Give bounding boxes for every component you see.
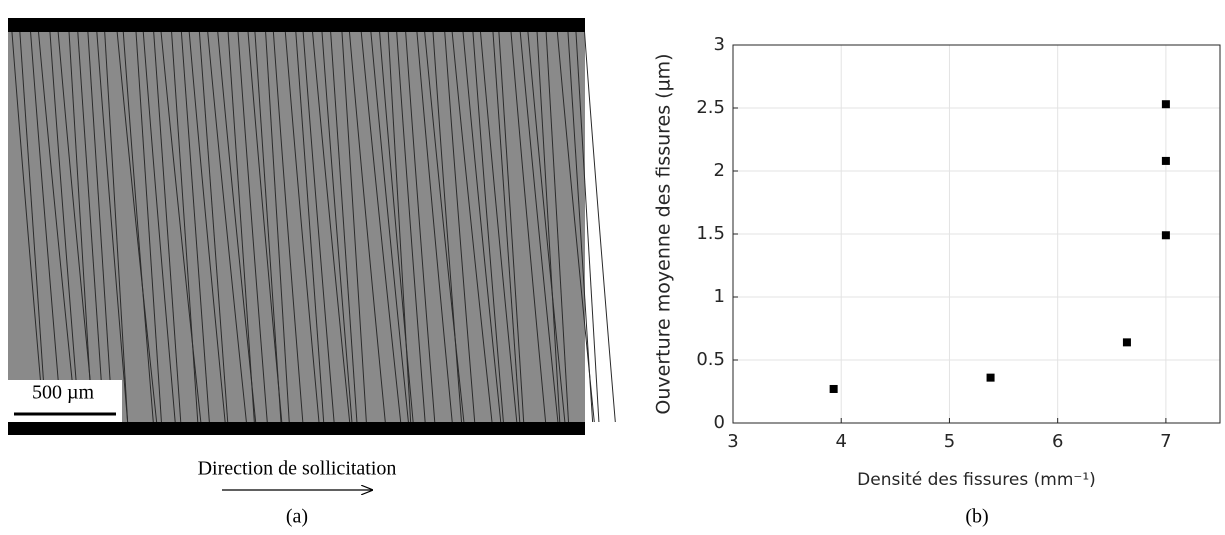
x-tick-label: 7 [1160, 431, 1171, 452]
plot-frame [732, 44, 1221, 424]
y-tick-label: 2.5 [696, 97, 725, 118]
direction-label: Direction de sollicitation [198, 458, 397, 480]
micrograph [8, 18, 616, 435]
point [1161, 156, 1170, 165]
crack [188, 31, 226, 423]
crack [104, 31, 129, 423]
crack [122, 31, 154, 423]
crack [510, 31, 547, 423]
crack [567, 31, 594, 423]
crack [536, 31, 561, 423]
crack [198, 31, 229, 423]
crack [87, 31, 114, 423]
crack [432, 31, 463, 423]
crack [96, 31, 129, 423]
crack [330, 31, 358, 423]
crack [424, 31, 465, 423]
crack [472, 31, 504, 423]
crack [387, 31, 412, 423]
point [1122, 338, 1131, 347]
chart: 0 0.5 1 1.5 2 2.5 3 3 4 5 6 7 Densité des fissures (… [653, 34, 1221, 490]
crack [11, 31, 45, 423]
crack [160, 31, 202, 423]
crack [68, 31, 93, 423]
crack [584, 31, 616, 423]
crack [207, 31, 247, 423]
caption-a: (a) [286, 506, 308, 528]
caption-b: (b) [965, 506, 988, 528]
point [986, 373, 995, 382]
crack [295, 31, 325, 423]
crack [116, 31, 158, 423]
y-tick-label: 0.5 [696, 349, 725, 370]
y-tick-label: 0 [714, 412, 725, 433]
crack [321, 31, 353, 423]
crack [302, 31, 335, 423]
y-tick-label: 1.5 [696, 223, 725, 244]
crack [498, 31, 525, 423]
crack [153, 31, 182, 423]
crack [30, 31, 63, 423]
crack [405, 31, 436, 423]
micrograph-surface [8, 32, 585, 422]
crack [77, 31, 105, 423]
crack [227, 31, 255, 423]
x-tick-label: 6 [1052, 431, 1063, 452]
crack [341, 31, 367, 423]
crack [360, 31, 402, 423]
crack [49, 31, 80, 423]
y-tick-label: 1 [714, 286, 725, 307]
x-axis-label: Densité des fissures (mm⁻¹) [857, 470, 1096, 490]
crack [444, 31, 476, 423]
x-tick-label: 4 [835, 431, 846, 452]
crack [272, 31, 304, 423]
crack [416, 31, 453, 423]
crack [527, 31, 566, 423]
crack [38, 31, 77, 423]
point [1161, 231, 1170, 240]
y-tick-label: 2 [714, 160, 725, 181]
y-axis-label: Ouverture moyenne des fissures (µm) [653, 53, 675, 414]
crack [348, 31, 386, 423]
x-tick-label: 3 [727, 431, 738, 452]
crack [171, 31, 199, 423]
x-tick-label: 5 [944, 431, 955, 452]
crack [379, 31, 414, 423]
crack [237, 31, 268, 423]
crack [135, 31, 162, 423]
crack [247, 31, 283, 423]
crack [451, 31, 493, 423]
crack [180, 31, 210, 423]
crack [312, 31, 351, 423]
crack [254, 31, 282, 423]
crack [370, 31, 409, 423]
y-tick-label: 3 [714, 34, 725, 55]
crack [142, 31, 176, 423]
crack [284, 31, 320, 423]
point [829, 384, 838, 393]
crack [19, 31, 47, 423]
point [1161, 100, 1170, 109]
crack [396, 31, 426, 423]
crack [480, 31, 518, 423]
crack [217, 31, 257, 423]
crack [519, 31, 559, 423]
crack [492, 31, 521, 423]
scale-bar-label: 500 µm [32, 382, 95, 404]
crack [462, 31, 502, 423]
crack [575, 31, 600, 423]
crack [545, 31, 570, 423]
crack [265, 31, 290, 423]
